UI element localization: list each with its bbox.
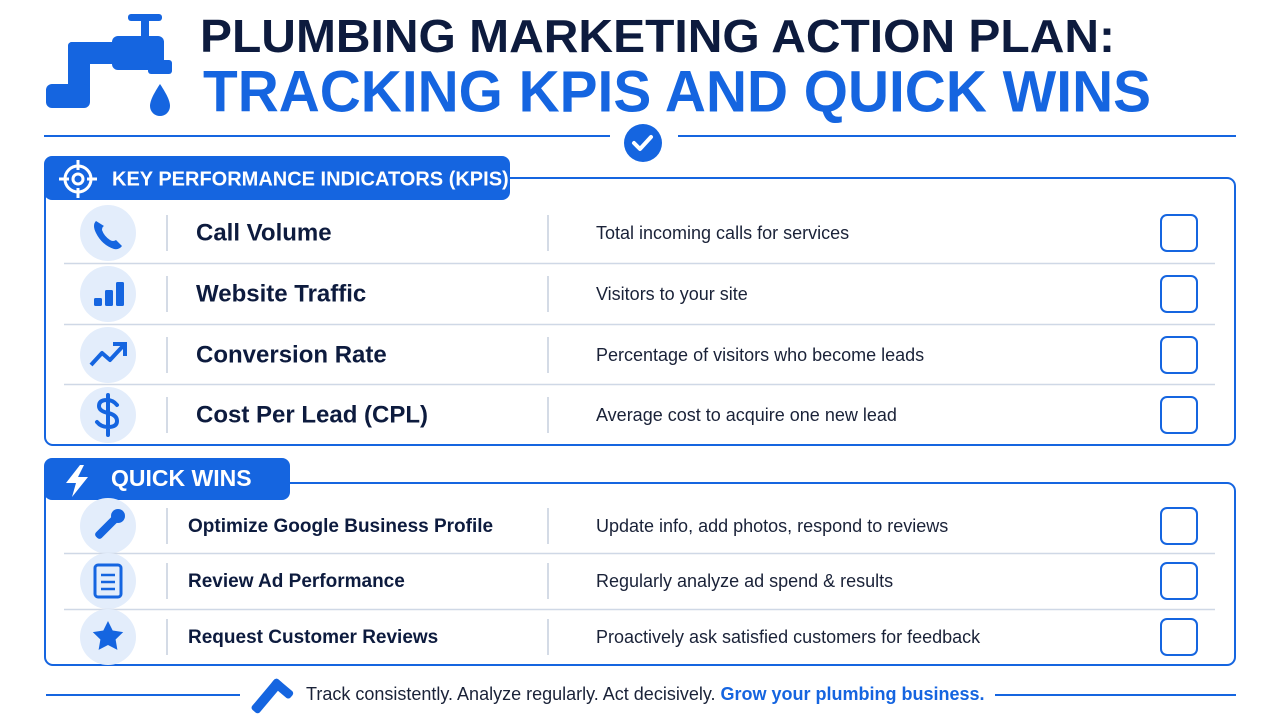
item-name: Review Ad Performance [188,571,405,592]
item-name: Optimize Google Business Profile [188,516,493,537]
footer-highlight: Grow your plumbing business. [721,684,985,704]
footer-text: Track consistently. Analyze regularly. A… [306,684,985,704]
bar-icon [94,298,102,306]
item-description: Percentage of visitors who become leads [596,345,924,365]
item-name: Conversion Rate [196,341,387,368]
section-heading: QUICK WINS [111,465,252,491]
kpi-tab [44,156,510,200]
icon [95,393,120,437]
item-description: Average cost to acquire one new lead [596,405,897,425]
quick-wins-panel [44,482,1236,666]
bolt-icon [66,465,88,497]
section-heading: KEY PERFORMANCE INDICATORS (KPIS) [112,168,509,190]
check-mark [632,135,653,151]
trend-icon [89,344,125,367]
item-name: Website Traffic [196,280,366,307]
item-description: Update info, add photos, respond to revi… [596,516,948,536]
icon-circle [80,205,136,261]
wrench-head [111,509,125,523]
icon-circle [80,327,136,383]
item-description: Total incoming calls for services [596,223,849,243]
wrench-icon [251,678,294,714]
checkbox[interactable] [1160,396,1198,434]
item-name: Request Customer Reviews [188,627,438,648]
star-icon [92,621,124,650]
checkbox[interactable] [1160,618,1198,656]
icon [94,221,122,250]
footer-text: Track consistently. Analyze regularly. A… [306,684,716,704]
title-line-1: PLUMBING MARKETING ACTION PLAN: [200,10,1115,62]
faucet-icon [46,14,172,116]
kpi-panel [44,177,1236,446]
checkbox[interactable] [1160,562,1198,600]
icon [89,342,127,367]
icon [93,563,123,599]
target-icon [59,160,97,198]
bar-icon [105,290,113,306]
icon [92,621,124,650]
item-name: Cost Per Lead (CPL) [196,401,428,428]
item-description: Proactively ask satisfied customers for … [596,627,981,647]
item-description: Regularly analyze ad spend & results [596,571,893,591]
item-name: Call Volume [196,219,332,246]
icon [95,509,125,539]
quick-wins-tab [44,458,290,500]
icon [94,282,124,306]
item-description: Visitors to your site [596,284,748,304]
clipboard-icon [93,563,123,599]
checkbox[interactable] [1160,507,1198,545]
checkbox[interactable] [1160,275,1198,313]
dollar-icon [95,393,120,437]
trend-arrow [113,342,127,356]
bar-icon [116,282,124,306]
title-line-2: TRACKING KPIS AND QUICK WINS [203,59,1151,124]
checkbox[interactable] [1160,336,1198,374]
phone-icon [94,221,122,250]
checkbox[interactable] [1160,214,1198,252]
